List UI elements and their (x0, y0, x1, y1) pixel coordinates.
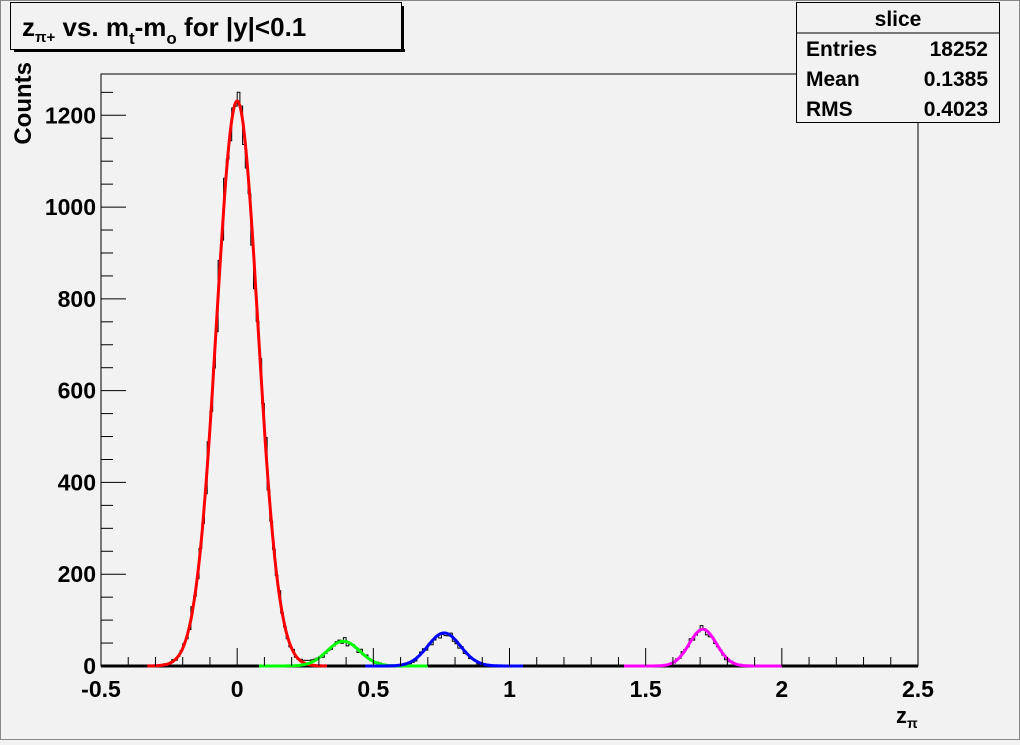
x-tick-label: 0 (231, 676, 244, 702)
x-tick-label: 0.5 (357, 676, 389, 702)
fit-curve-peak2 (365, 631, 524, 668)
title-mid1: vs. m (55, 12, 129, 42)
stats-label-rms: RMS (806, 98, 853, 121)
fit-curve-peak0 (147, 99, 328, 668)
x-tick-label: -0.5 (81, 676, 121, 702)
y-tick-label: 0 (83, 653, 96, 679)
title-sub3: o (166, 29, 176, 48)
plot-frame (100, 73, 919, 667)
x-tick-label: 1 (503, 676, 516, 702)
title-sub1: π+ (35, 29, 55, 46)
fit-curve-peak3 (623, 627, 782, 668)
title-sub2: t (129, 29, 135, 48)
title-main: z (22, 12, 35, 42)
y-axis-label: Counts (10, 62, 37, 145)
x-axis-label: zπ (896, 703, 918, 731)
x-axis-label-sub: π (907, 715, 918, 731)
y-tick-label: 600 (58, 378, 96, 404)
x-tick-label: 2.5 (902, 676, 934, 702)
stats-title: slice (875, 8, 922, 31)
x-axis-label-main: z (896, 703, 907, 728)
y-tick-label: 400 (58, 469, 96, 495)
stats-label-entries: Entries (806, 38, 877, 61)
y-tick-label: 1000 (45, 194, 96, 220)
stats-value-entries: 18252 (930, 38, 988, 61)
stats-value-rms: 0.4023 (924, 98, 988, 121)
stats-box: slice Entries 18252 Mean 0.1385 RMS 0.40… (796, 2, 1000, 123)
title-box: zπ+ vs. mt-mo for |y|<0.1 (10, 2, 405, 52)
x-tick-label: 2 (775, 676, 788, 702)
y-tick-label: 1200 (45, 102, 96, 128)
stats-value-mean: 0.1385 (924, 68, 989, 91)
y-tick-label: 800 (58, 286, 96, 312)
stats-label-mean: Mean (806, 68, 860, 91)
svg-text:zπ: zπ (896, 703, 918, 731)
x-tick-label: 1.5 (630, 676, 662, 702)
title-mid2: -m (135, 12, 167, 42)
y-tick-label: 200 (58, 561, 96, 587)
title-tail: for |y|<0.1 (177, 12, 306, 42)
svg-text:zπ+ vs. mt-mo for |y|<0.1: zπ+ vs. mt-mo for |y|<0.1 (22, 12, 306, 48)
